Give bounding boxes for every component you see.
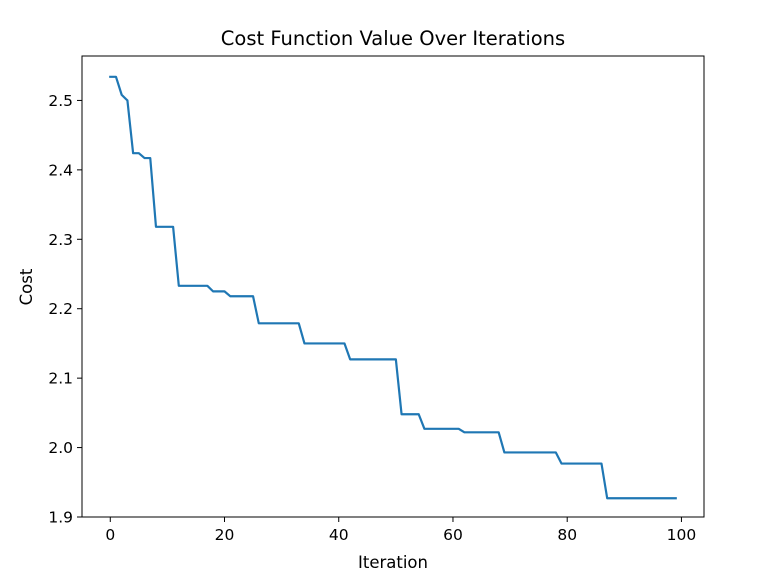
x-tick-label: 80	[557, 526, 577, 544]
x-tick-label: 40	[329, 526, 349, 544]
x-tick-label: 20	[215, 526, 235, 544]
x-tick-label: 60	[443, 526, 463, 544]
y-tick-label: 2.5	[48, 92, 73, 110]
y-tick-label: 2.2	[48, 300, 73, 318]
y-tick-label: 2.4	[48, 161, 73, 179]
x-tick-label: 100	[667, 526, 697, 544]
series-line-0	[109, 75, 677, 500]
y-tick-label: 2.3	[48, 231, 73, 249]
x-tick-label: 0	[105, 526, 115, 544]
y-tick-label: 1.9	[48, 509, 73, 527]
axes-frame	[81, 55, 705, 518]
y-axis-label: Cost	[17, 268, 36, 305]
y-tick-label: 2.1	[48, 370, 73, 388]
plot-area	[81, 55, 705, 518]
chart-title: Cost Function Value Over Iterations	[221, 27, 565, 50]
y-tick-label: 2.0	[48, 439, 73, 457]
x-axis-label: Iteration	[358, 553, 428, 572]
x-axis-ticks: 0 20 40 60 80 100	[105, 517, 696, 544]
y-axis-ticks: 1.9 2.0 2.1 2.2 2.3 2.4 2.5	[48, 92, 82, 527]
